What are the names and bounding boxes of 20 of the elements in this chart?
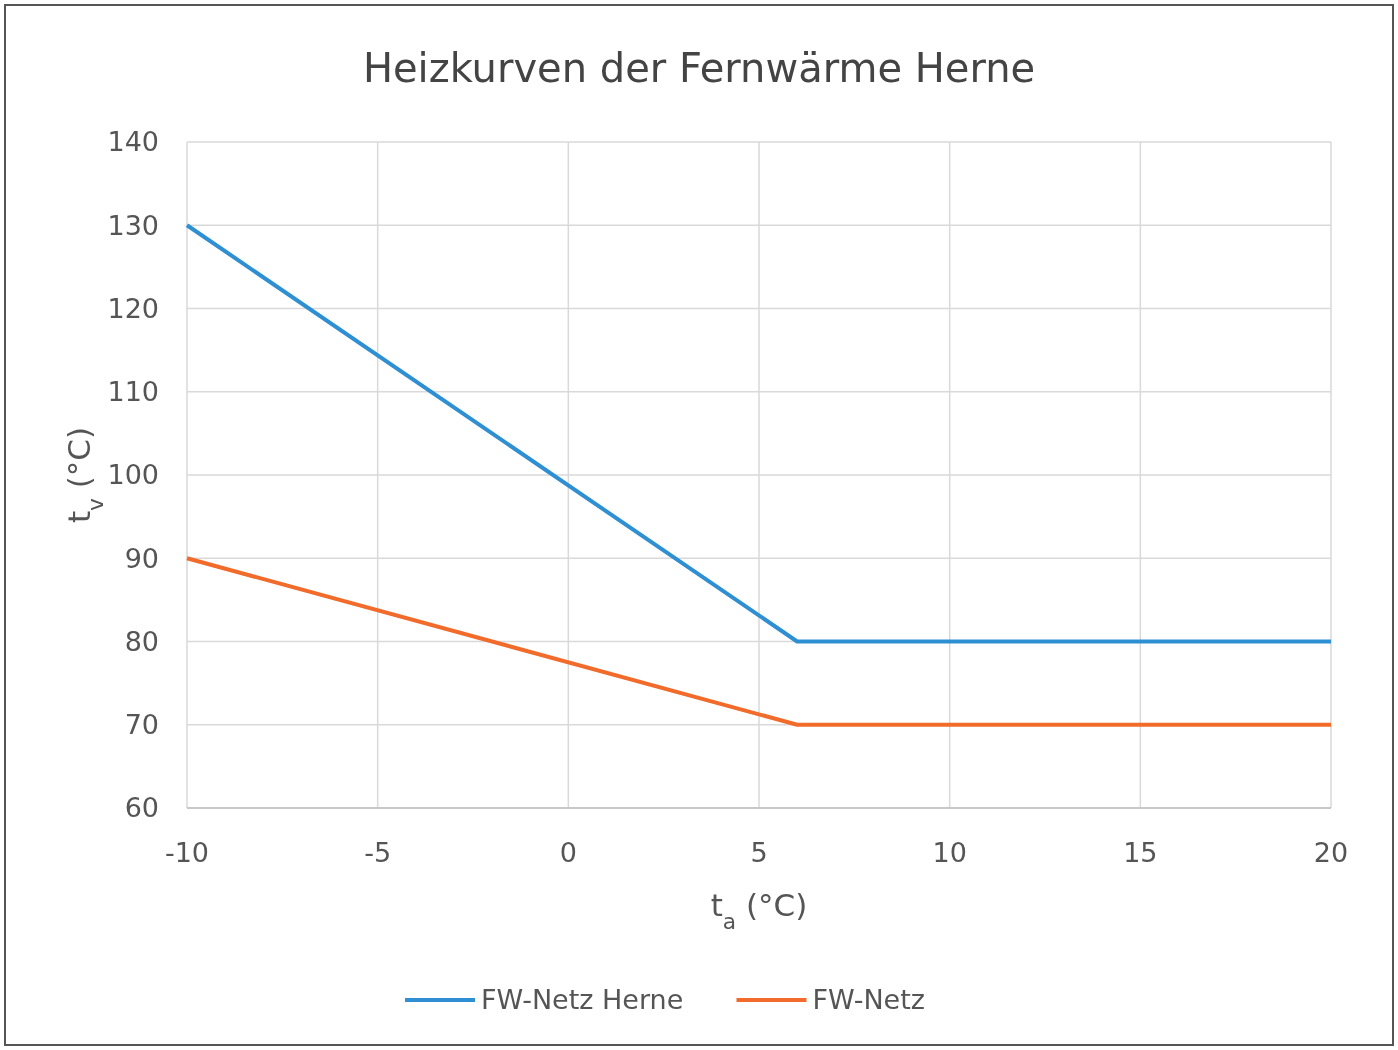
x-tick-label: 15 [1123,837,1158,868]
y-tick-label: 60 [124,792,159,824]
x-axis-title: t$_{a}$ (°C) [710,887,808,934]
x-tick-label: 0 [559,837,577,868]
y-tick-label: 70 [124,709,159,741]
legend-label: FW-Netz Herne [481,984,684,1016]
chart-title: Heizkurven der Fernwärme Herne [362,45,1036,91]
y-tick-label: 140 [107,126,159,158]
x-tick-label: -5 [364,837,392,868]
y-tick-label: 130 [107,209,159,241]
x-tick-label: 10 [932,837,967,868]
x-tick-label: 20 [1313,837,1349,868]
y-tick-label: 80 [124,625,159,657]
y-tick-label: 100 [107,459,159,491]
y-tick-label: 110 [107,376,159,408]
y-tick-label: 120 [107,292,159,324]
x-tick-label: 5 [750,837,768,868]
y-tick-label: 90 [124,542,159,574]
legend-label: FW-Netz [812,984,925,1016]
x-tick-label: -10 [164,837,210,868]
